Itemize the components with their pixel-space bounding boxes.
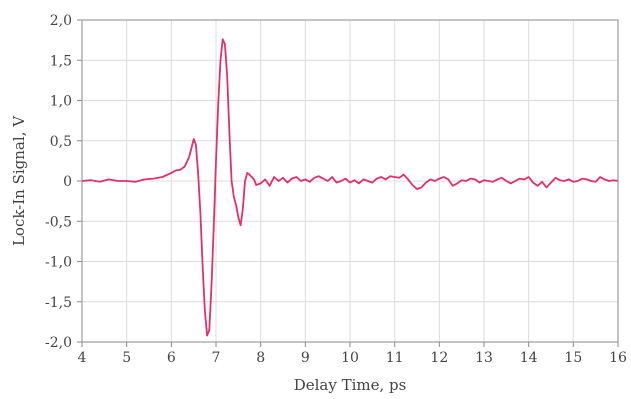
x-tick-label: 13 [475,350,493,366]
x-tick-label: 11 [386,350,404,366]
y-axis-label: Lock-In Signal, V [10,115,28,246]
x-tick-label: 8 [256,350,265,366]
y-tick-label: -0,5 [45,214,72,230]
y-tick-label: 0,5 [50,134,72,150]
y-tick-label: 1,5 [50,53,72,69]
series-line [81,38,619,337]
y-tick-label: 1,0 [50,94,72,110]
x-tick-label: 15 [564,350,582,366]
y-tick-label: 0 [63,174,72,190]
x-tick-label: 4 [78,350,87,366]
x-tick-label: 12 [430,350,448,366]
x-tick-label: 7 [212,350,221,366]
x-tick-label: 16 [609,350,627,366]
y-tick-label: -1,5 [45,295,72,311]
x-axis: 4 5 6 7 8 9 10 11 12 13 14 15 16 [78,342,627,366]
y-axis: -2,0 -1,5 -1,0 -0,5 0 0,5 1,0 1,5 2,0 [45,13,82,351]
y-tick-label: -2,0 [45,335,72,351]
x-tick-label: 5 [122,350,131,366]
y-tick-label: 2,0 [50,13,72,29]
x-tick-label: 6 [167,350,176,366]
x-tick-label: 10 [341,350,359,366]
y-tick-label: -1,0 [45,255,72,271]
x-axis-label: Delay Time, ps [294,376,407,394]
x-tick-label: 9 [301,350,310,366]
plot-layer [81,38,619,337]
x-tick-label: 14 [520,350,538,366]
grid-layer [81,19,619,343]
